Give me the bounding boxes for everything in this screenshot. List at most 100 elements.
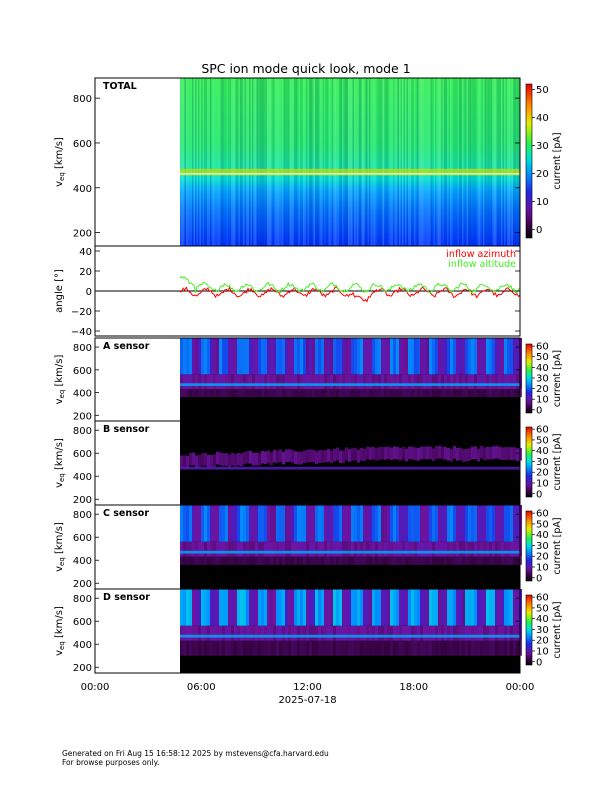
y-tick-label: 200	[73, 663, 92, 674]
y-axis-label: veq [km/s]	[54, 606, 66, 656]
y-tick-label: 400	[73, 472, 92, 483]
date-label: 2025-07-18	[278, 695, 336, 706]
colorbar-tick-label: 60	[536, 509, 549, 520]
y-tick-label: 800	[73, 343, 92, 354]
y-tick-label: 600	[73, 617, 92, 628]
y-tick-label: 600	[73, 366, 92, 377]
angle-panel: −40 −20 0 20 40 angle [°] inflow azimuthinflow…	[54, 245, 521, 338]
y-tick-label: 600	[73, 139, 92, 150]
sensor-panel: D sensor 200 400 600 800 veq [km/s] 0102030405…	[54, 588, 563, 674]
colorbar-tick-label: 20	[536, 552, 549, 563]
colorbar	[525, 594, 533, 666]
y-tick-label: 400	[73, 640, 92, 651]
colorbar-tick-label: 50	[536, 352, 549, 363]
colorbar-tick-label: 20	[536, 384, 549, 395]
colorbar-tick-label: 30	[536, 457, 549, 468]
y-tick-label: 800	[73, 594, 92, 605]
colorbar-tick-label: 10	[536, 197, 549, 208]
panel-label: A sensor	[103, 341, 150, 352]
colorbar	[525, 83, 533, 239]
colorbar-tick-label: 10	[536, 647, 549, 658]
y-tick-label: 400	[73, 556, 92, 567]
y-tick-label: 600	[73, 449, 92, 460]
x-tick-label: 00:00	[506, 682, 535, 693]
panel-label: D sensor	[103, 592, 150, 603]
footer-note: For browse purposes only.	[62, 758, 160, 767]
y-tick-label: 400	[73, 184, 92, 195]
y-tick-label: −40	[71, 327, 92, 338]
sensor-panel: A sensor 200 400 600 800 veq [km/s] 0102030405…	[54, 337, 563, 422]
chart-title: SPC ion mode quick look, mode 1	[201, 61, 410, 76]
series-line-azimuth	[179, 286, 521, 303]
colorbar-tick-label: 60	[536, 593, 549, 604]
panel-label-total: TOTAL	[103, 81, 137, 92]
colorbar-tick-label: 40	[536, 614, 549, 625]
sensor-panel: B sensor 200 400 600 800 veq [km/s] 0102030405…	[54, 420, 563, 506]
sensor-panel: C sensor 200 400 600 800 veq [km/s] 0102030405…	[54, 504, 563, 590]
colorbar-tick-label: 30	[536, 625, 549, 636]
colorbar-tick-label: 50	[536, 519, 549, 530]
colorbar-tick-label: 0	[536, 225, 542, 236]
y-tick-label: 800	[73, 426, 92, 437]
colorbar-tick-label: 0	[536, 657, 542, 668]
y-tick-label: 0	[86, 287, 92, 298]
colorbar-tick-label: 40	[536, 530, 549, 541]
colorbar-tick-label: 20	[536, 468, 549, 479]
y-axis-label: veq [km/s]	[54, 355, 66, 405]
colorbar-tick-label: 10	[536, 563, 549, 574]
total-panel: TOTAL 200 400 600 800 veq [km/s] 0 10 20 30 40 50 cu…	[54, 77, 563, 247]
y-tick-label: 20	[79, 267, 92, 278]
y-tick-label: 200	[73, 411, 92, 422]
colorbar	[525, 426, 533, 498]
time-axis: 00:00 06:00 12:00 18:00 00:00 2025-07-18	[81, 667, 535, 706]
y-tick-label: 200	[73, 579, 92, 590]
y-tick-label: 40	[79, 247, 92, 258]
colorbar	[525, 343, 533, 414]
colorbar-label: current [pA]	[552, 350, 563, 407]
colorbar-tick-label: 0	[536, 573, 542, 584]
y-tick-label: 200	[73, 495, 92, 506]
y-axis-label: veq [km/s]	[54, 522, 66, 572]
colorbar-tick-label: 30	[536, 541, 549, 552]
colorbar-label: current [pA]	[552, 601, 563, 658]
colorbar-tick-label: 0	[536, 489, 542, 500]
colorbar-tick-label: 0	[536, 405, 542, 416]
colorbar-label: current [pA]	[552, 517, 563, 574]
colorbar-tick-label: 30	[536, 141, 549, 152]
y-tick-label: 800	[73, 510, 92, 521]
x-tick-label: 00:00	[81, 682, 110, 693]
colorbar-tick-label: 30	[536, 373, 549, 384]
colorbar-tick-label: 40	[536, 446, 549, 457]
colorbar-tick-label: 60	[536, 425, 549, 436]
panel-label: B sensor	[103, 424, 150, 435]
y-axis-label: angle [°]	[54, 269, 65, 313]
x-tick-label: 18:00	[399, 682, 428, 693]
colorbar-tick-label: 40	[536, 363, 549, 374]
colorbar	[525, 510, 533, 582]
colorbar-tick-label: 20	[536, 169, 549, 180]
y-tick-label: 200	[73, 229, 92, 240]
panel-label: C sensor	[103, 508, 149, 519]
footer: Generated on Fri Aug 15 16:58:12 2025 by…	[62, 749, 329, 767]
y-tick-label: 600	[73, 533, 92, 544]
footer-generated: Generated on Fri Aug 15 16:58:12 2025 by…	[62, 749, 329, 758]
y-axis-label: veq [km/s]	[54, 137, 66, 187]
legend-entry: inflow altitude	[448, 259, 516, 270]
y-tick-label: −20	[71, 307, 92, 318]
colorbar-label: current [pA]	[552, 132, 563, 189]
y-tick-label: 800	[73, 94, 92, 105]
colorbar-tick-label: 50	[536, 85, 549, 96]
colorbar-tick-label: 20	[536, 636, 549, 647]
colorbar-tick-label: 10	[536, 479, 549, 490]
x-tick-label: 06:00	[187, 682, 216, 693]
colorbar-tick-label: 60	[536, 342, 549, 353]
colorbar-tick-label: 10	[536, 395, 549, 406]
colorbar-label: current [pA]	[552, 433, 563, 490]
y-axis-label: veq [km/s]	[54, 438, 66, 488]
colorbar-tick-label: 40	[536, 113, 549, 124]
colorbar-tick-label: 50	[536, 435, 549, 446]
y-tick-label: 400	[73, 389, 92, 400]
x-tick-label: 12:00	[293, 682, 322, 693]
